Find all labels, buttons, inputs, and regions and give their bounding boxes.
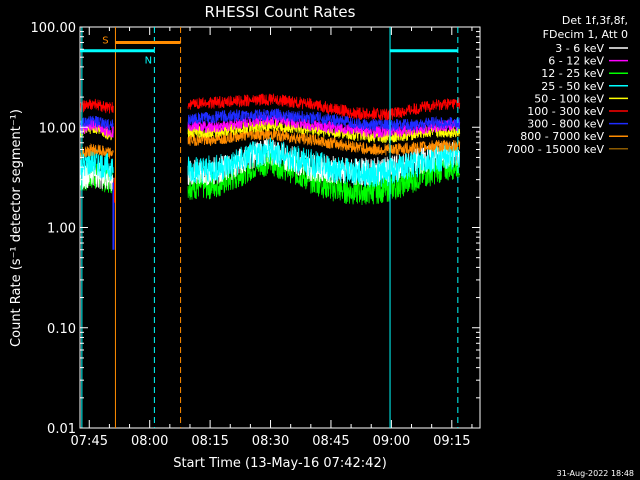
x-tick-label: 08:45: [312, 434, 349, 449]
legend-label: 300 - 800 keV: [527, 118, 604, 131]
legend: Det 1f,3f,8f, FDecim 1, Att 0 3 - 6 keV6…: [506, 14, 628, 156]
y-tick-label: 0.10: [47, 322, 76, 337]
y-tick-label: 0.01: [47, 422, 76, 437]
y-tick-label: 10.00: [39, 121, 76, 136]
x-tick-label: 09:15: [433, 434, 470, 449]
legend-label: 3 - 6 keV: [555, 42, 604, 55]
x-tick-label: 08:15: [191, 434, 228, 449]
x-tick-label: 07:45: [71, 434, 108, 449]
legend-label: 100 - 300 keV: [527, 105, 604, 118]
x-tick-label: 09:00: [373, 434, 410, 449]
legend-header-line1: Det 1f,3f,8f,: [562, 14, 628, 27]
series-line-100-300keV: [80, 93, 461, 121]
legend-label: 25 - 50 keV: [541, 80, 604, 93]
y-axis-label: Count Rate (s⁻¹ detector segment⁻¹): [9, 109, 24, 347]
bar-label: N: [145, 56, 152, 67]
x-tick-label: 08:30: [252, 434, 289, 449]
legend-label: 800 - 7000 keV: [520, 130, 604, 143]
chart-title: RHESSI Count Rates: [205, 3, 356, 21]
series-layer: [80, 93, 461, 250]
bar-label: S: [102, 36, 108, 47]
legend-label: 12 - 25 keV: [541, 67, 604, 80]
markers-layer: SN: [80, 27, 459, 428]
y-tick-label: 100.00: [31, 21, 77, 36]
plot-frame: [79, 26, 481, 429]
plot-border: [79, 26, 481, 429]
series-line-300-800keV: [80, 108, 461, 132]
x-axis-label: Start Time (13-May-16 07:42:42): [173, 456, 387, 471]
legend-label: 50 - 100 keV: [534, 92, 604, 105]
y-tick-label: 1.00: [47, 222, 76, 237]
x-tick-label: 08:00: [131, 434, 168, 449]
legend-header-line2: FDecim 1, Att 0: [543, 28, 628, 41]
legend-label: 6 - 12 keV: [548, 55, 604, 68]
ticks-layer: 07:45 08:00 08:15 08:30 08:45 09:00 09:15 100.0…: [31, 21, 480, 449]
generated-timestamp: 31-Aug-2022 18:48: [557, 469, 634, 478]
legend-label: 7000 - 15000 keV: [506, 143, 604, 156]
